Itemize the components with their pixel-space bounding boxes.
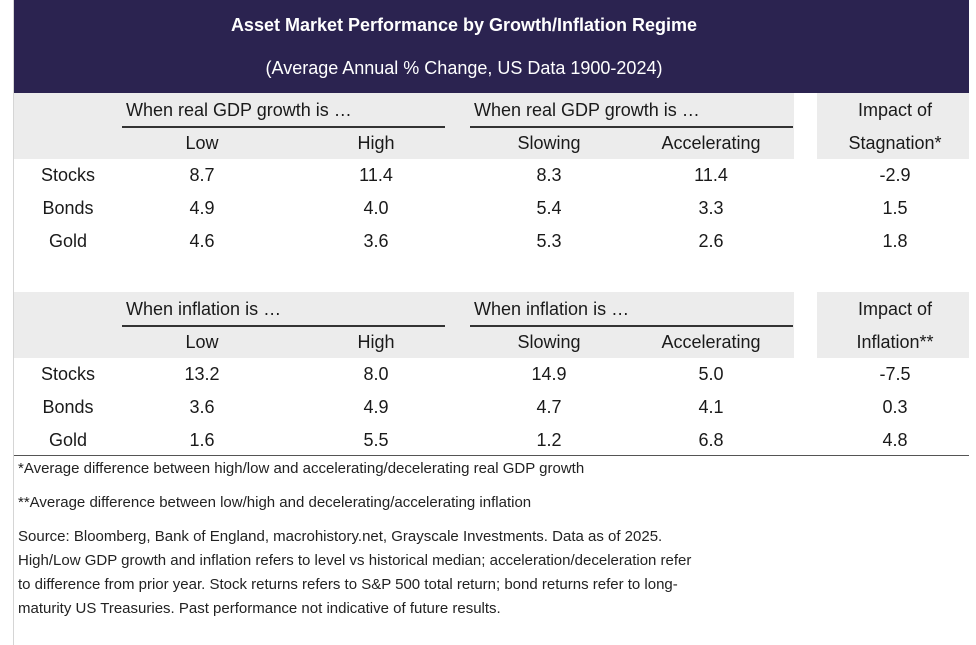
data-cell: 8.3 bbox=[536, 165, 562, 185]
impact-label-line-2: Stagnation* bbox=[848, 133, 942, 153]
group-underline-level bbox=[122, 325, 445, 327]
data-cell: 3.6 bbox=[189, 397, 215, 417]
group-label-level: When inflation is … bbox=[126, 299, 282, 319]
row-asset-label: Stocks bbox=[40, 364, 96, 384]
impact-label-line-2: Inflation** bbox=[856, 332, 934, 352]
impact-cell: 4.8 bbox=[882, 430, 908, 450]
column-header: High bbox=[357, 332, 395, 352]
source-line-3: to difference from prior year. Stock ret… bbox=[18, 576, 678, 593]
column-header: Accelerating bbox=[661, 332, 761, 352]
footnote-stagnation: *Average difference between high/low and… bbox=[18, 460, 585, 477]
impact-cell: -2.9 bbox=[879, 165, 911, 185]
data-cell: 5.3 bbox=[536, 231, 562, 251]
data-cell: 11.4 bbox=[359, 165, 393, 185]
column-header: Low bbox=[185, 133, 219, 153]
table-title: Asset Market Performance by Growth/Infla… bbox=[230, 15, 698, 35]
row-asset-label: Gold bbox=[48, 231, 88, 251]
data-cell: 8.0 bbox=[363, 364, 389, 384]
impact-header-band bbox=[817, 292, 969, 358]
data-cell: 4.1 bbox=[698, 397, 724, 417]
column-header: Slowing bbox=[517, 332, 581, 352]
data-cell: 4.7 bbox=[536, 397, 562, 417]
impact-cell: 0.3 bbox=[882, 397, 908, 417]
row-asset-label: Gold bbox=[48, 430, 88, 450]
data-cell: 2.6 bbox=[698, 231, 724, 251]
row-asset-label: Bonds bbox=[42, 198, 94, 218]
column-header: High bbox=[357, 133, 395, 153]
data-cell: 8.7 bbox=[189, 165, 215, 185]
data-cell: 1.6 bbox=[189, 430, 215, 450]
data-cell: 13.2 bbox=[184, 364, 220, 384]
impact-cell: 1.8 bbox=[882, 231, 908, 251]
column-header: Slowing bbox=[517, 133, 581, 153]
source-line-1: Source: Bloomberg, Bank of England, macr… bbox=[18, 528, 663, 545]
data-cell: 6.8 bbox=[698, 430, 724, 450]
data-cell: 4.9 bbox=[189, 198, 215, 218]
column-header: Low bbox=[185, 332, 219, 352]
data-cell: 3.3 bbox=[698, 198, 724, 218]
row-asset-label: Stocks bbox=[40, 165, 96, 185]
group-underline-level bbox=[122, 126, 445, 128]
group-underline-change bbox=[470, 325, 793, 327]
table-panel: Asset Market Performance by Growth/Infla… bbox=[13, 0, 969, 645]
group-label-change: When inflation is … bbox=[474, 299, 630, 319]
column-header: Accelerating bbox=[661, 133, 761, 153]
data-cell: 14.9 bbox=[531, 364, 567, 384]
data-cell: 3.6 bbox=[363, 231, 389, 251]
impact-cell: -7.5 bbox=[879, 364, 911, 384]
data-cell: 5.4 bbox=[536, 198, 562, 218]
table-bottom-rule bbox=[14, 455, 969, 456]
row-asset-label: Bonds bbox=[42, 397, 94, 417]
table-subtitle: (Average Annual % Change, US Data 1900-2… bbox=[265, 58, 663, 78]
table-header: Asset Market Performance by Growth/Infla… bbox=[14, 0, 969, 93]
source-line-2: High/Low GDP growth and inflation refers… bbox=[18, 552, 692, 569]
data-cell: 5.5 bbox=[363, 430, 389, 450]
footnote-inflation: **Average difference between low/high an… bbox=[18, 494, 532, 511]
group-underline-change bbox=[470, 126, 793, 128]
data-cell: 4.6 bbox=[189, 231, 215, 251]
data-cell: 4.9 bbox=[363, 397, 389, 417]
data-cell: 11.4 bbox=[694, 165, 728, 185]
group-label-change: When real GDP growth is … bbox=[474, 100, 700, 120]
data-cell: 5.0 bbox=[698, 364, 724, 384]
source-line-4: maturity US Treasuries. Past performance… bbox=[18, 600, 501, 617]
data-cell: 4.0 bbox=[363, 198, 389, 218]
data-cell: 1.2 bbox=[536, 430, 562, 450]
group-label-level: When real GDP growth is … bbox=[126, 100, 352, 120]
impact-label-line-1: Impact of bbox=[857, 100, 933, 120]
impact-cell: 1.5 bbox=[882, 198, 908, 218]
impact-label-line-1: Impact of bbox=[857, 299, 933, 319]
impact-header-band bbox=[817, 93, 969, 159]
